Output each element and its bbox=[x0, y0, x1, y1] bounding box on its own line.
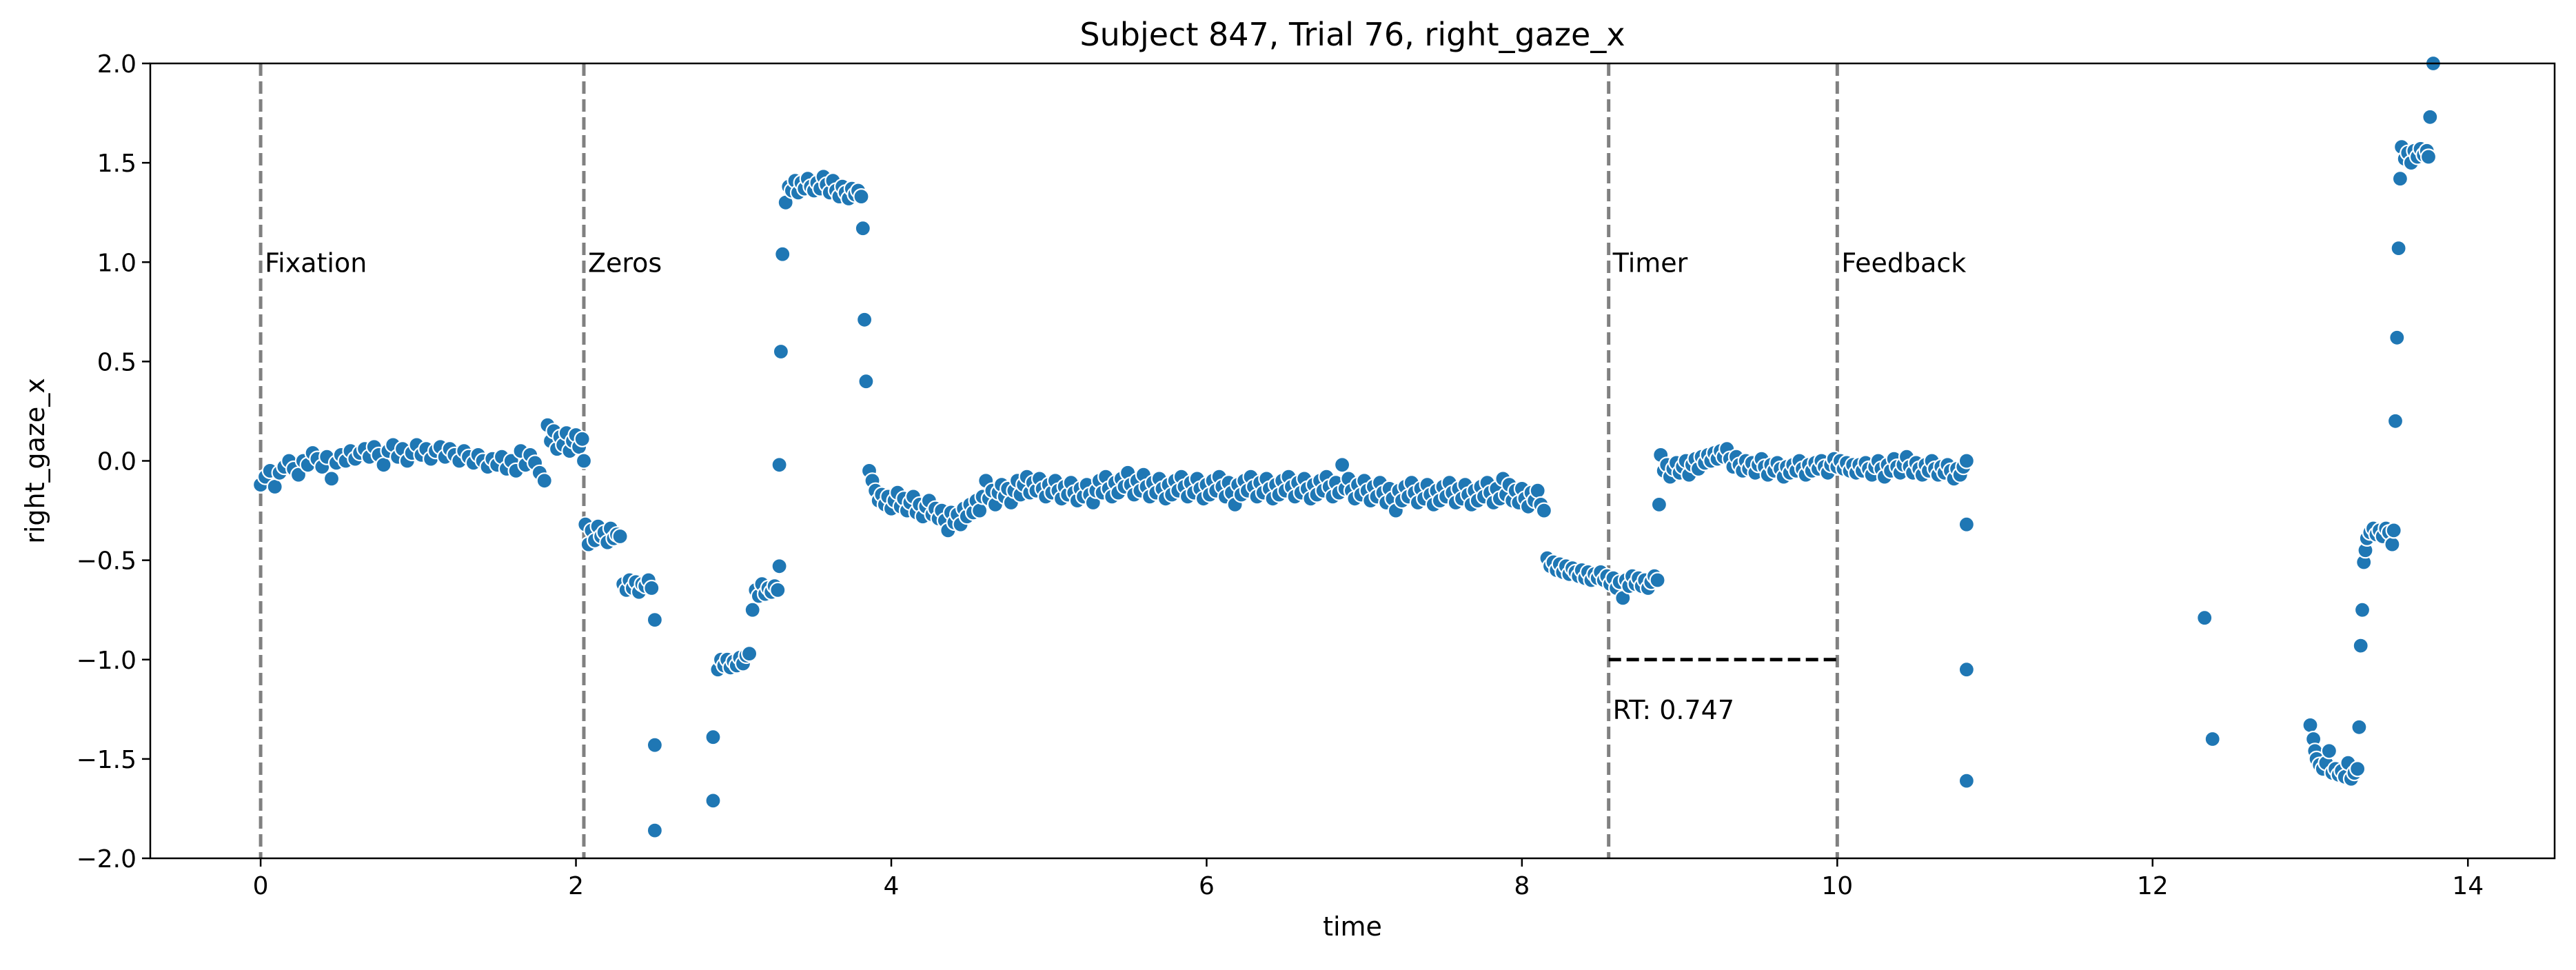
data-point bbox=[774, 245, 791, 263]
data-point bbox=[2320, 742, 2337, 760]
data-point bbox=[855, 311, 873, 328]
data-point bbox=[744, 601, 761, 618]
data-points bbox=[252, 54, 2442, 839]
data-point bbox=[2351, 718, 2368, 736]
rt-label: RT: 0.747 bbox=[1613, 695, 1734, 725]
data-point bbox=[740, 645, 758, 663]
data-point bbox=[646, 736, 664, 754]
x-tick-label: 0 bbox=[253, 872, 269, 900]
data-point bbox=[2302, 716, 2319, 734]
data-point bbox=[2391, 170, 2408, 188]
data-point bbox=[2420, 148, 2437, 165]
data-point bbox=[2353, 601, 2371, 618]
y-tick-label: 0.0 bbox=[97, 448, 136, 476]
data-point bbox=[2352, 637, 2369, 654]
rt-annotation: RT: 0.747 bbox=[1608, 658, 1838, 725]
data-point bbox=[1650, 496, 1667, 514]
data-point bbox=[575, 452, 593, 469]
data-point bbox=[704, 729, 722, 746]
y-tick-label: 1.5 bbox=[97, 150, 136, 178]
data-point bbox=[643, 579, 660, 597]
x-axis-label: time bbox=[1323, 911, 1382, 942]
data-point bbox=[769, 581, 787, 599]
y-tick-label: −1.0 bbox=[77, 647, 136, 675]
y-tick-label: 2.0 bbox=[97, 50, 136, 79]
data-point bbox=[2204, 730, 2221, 748]
data-point bbox=[704, 792, 722, 809]
y-tick-label: 0.5 bbox=[97, 348, 136, 376]
y-tick-label: 1.0 bbox=[97, 249, 136, 277]
data-point bbox=[646, 822, 664, 839]
x-axis-ticks: 0 2 4 6 8 10 12 14 bbox=[253, 858, 2484, 900]
x-tick-label: 2 bbox=[568, 872, 584, 900]
y-axis-label: right_gaze_x bbox=[20, 378, 50, 544]
event-label-zeros: Zeros bbox=[588, 247, 662, 278]
data-point bbox=[2349, 760, 2366, 778]
event-markers: Fixation Zeros Timer Feedback bbox=[258, 63, 1966, 858]
data-point bbox=[266, 478, 283, 496]
data-point bbox=[771, 456, 788, 474]
event-label-feedback: Feedback bbox=[1841, 247, 1966, 278]
x-tick-label: 4 bbox=[884, 872, 900, 900]
data-point bbox=[323, 470, 341, 487]
data-point bbox=[1529, 482, 1546, 499]
data-point bbox=[2385, 522, 2402, 539]
x-tick-label: 6 bbox=[1199, 872, 1215, 900]
data-point bbox=[611, 527, 629, 545]
data-point bbox=[2389, 329, 2406, 346]
x-tick-label: 10 bbox=[1821, 872, 1853, 900]
data-point bbox=[375, 456, 392, 474]
event-label-timer: Timer bbox=[1612, 247, 1688, 278]
data-point bbox=[771, 558, 788, 575]
chart-title: Subject 847, Trial 76, right_gaze_x bbox=[1079, 16, 1625, 53]
data-point bbox=[853, 188, 870, 205]
y-axis-ticks: −2.0 −1.5 −1.0 −0.5 0.0 0.5 1.0 1.5 2.0 bbox=[77, 50, 150, 873]
data-point bbox=[2422, 108, 2439, 125]
data-point bbox=[1649, 572, 1666, 589]
x-tick-label: 14 bbox=[2452, 872, 2484, 900]
data-point bbox=[2196, 609, 2213, 627]
data-point bbox=[1958, 661, 1975, 678]
y-tick-label: −2.0 bbox=[77, 845, 136, 873]
data-point bbox=[2390, 240, 2407, 257]
x-tick-label: 12 bbox=[2137, 872, 2169, 900]
y-tick-label: −0.5 bbox=[77, 547, 136, 576]
data-point bbox=[1958, 452, 1975, 469]
data-point bbox=[1958, 772, 1975, 789]
data-point bbox=[1333, 456, 1351, 474]
event-label-fixation: Fixation bbox=[265, 247, 367, 278]
data-point bbox=[574, 430, 591, 447]
data-point bbox=[858, 373, 875, 390]
x-tick-label: 8 bbox=[1514, 872, 1530, 900]
data-point bbox=[536, 472, 553, 489]
data-point bbox=[2384, 536, 2401, 553]
data-point bbox=[772, 343, 790, 361]
data-point bbox=[2386, 412, 2404, 430]
data-point bbox=[1535, 502, 1552, 519]
data-point bbox=[1958, 516, 1975, 533]
data-point bbox=[854, 220, 871, 237]
data-point bbox=[646, 611, 664, 629]
y-tick-label: −1.5 bbox=[77, 746, 136, 774]
